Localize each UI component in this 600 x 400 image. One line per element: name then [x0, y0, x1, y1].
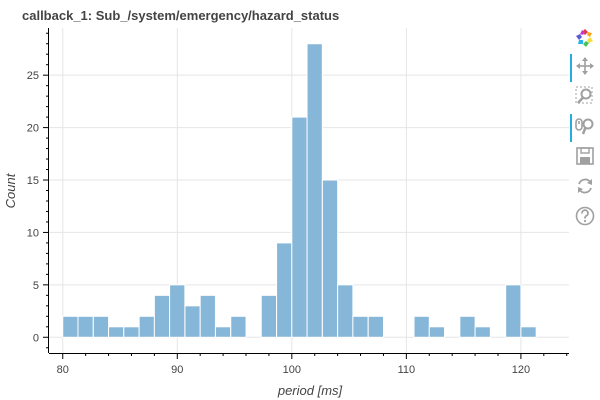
y-tick-label: 15 — [27, 175, 39, 187]
histogram-bar — [520, 326, 537, 338]
pan-tool-icon — [576, 57, 594, 75]
histogram-bar — [138, 315, 155, 338]
chart-title: callback_1: Sub_/system/emergency/hazard… — [22, 8, 339, 23]
histogram-bar — [260, 294, 278, 338]
histogram-bar — [230, 315, 247, 338]
bars — [62, 43, 537, 338]
active-indicator — [570, 54, 572, 82]
y-tick-label: 10 — [27, 227, 39, 239]
histogram-bar — [291, 116, 308, 338]
histogram-bar — [337, 284, 354, 338]
histogram-bar — [199, 294, 216, 338]
bokeh-logo[interactable] — [570, 26, 600, 52]
histogram-bar — [123, 326, 140, 338]
histogram-bar — [505, 284, 522, 338]
histogram-bar — [108, 326, 125, 338]
y-tick-label: 20 — [27, 123, 39, 135]
box-zoom-tool-icon — [575, 86, 593, 104]
y-tick-label: 0 — [33, 332, 39, 344]
active-indicator — [570, 114, 572, 142]
bokeh-logo-icon — [576, 29, 593, 47]
histogram-bar — [169, 284, 186, 338]
histogram-bar — [321, 179, 339, 338]
wheel-zoom-tool[interactable] — [570, 114, 600, 142]
pan-tool[interactable] — [570, 54, 600, 82]
save-tool-icon — [576, 147, 594, 165]
ticks: 80 90 100 110 120 0 5 10 15 20 25 — [27, 32, 568, 376]
help-tool-icon — [575, 206, 595, 226]
reset-tool[interactable] — [570, 174, 600, 200]
histogram-bar — [413, 315, 430, 338]
histogram-bar — [367, 315, 384, 338]
histogram-bar — [352, 315, 369, 338]
y-axis-label: Count — [3, 172, 18, 208]
histogram-bar — [276, 242, 293, 338]
x-tick-label: 100 — [283, 364, 301, 376]
save-tool[interactable] — [570, 144, 600, 170]
histogram-bar — [428, 326, 446, 338]
histogram-bar — [459, 315, 476, 338]
histogram-bar — [184, 305, 201, 338]
histogram-bar — [153, 294, 171, 338]
histogram-bar — [92, 315, 110, 338]
x-tick-label: 110 — [398, 364, 416, 376]
histogram-bar — [306, 43, 323, 338]
box-zoom-tool[interactable] — [570, 84, 600, 110]
x-tick-label: 90 — [171, 364, 183, 376]
x-tick-label: 120 — [512, 364, 530, 376]
histogram-bar — [62, 315, 79, 338]
y-tick-label: 5 — [33, 280, 39, 292]
x-tick-label: 80 — [57, 364, 69, 376]
wheel-zoom-tool-icon — [575, 118, 594, 135]
x-axis-label: period [ms] — [277, 383, 343, 398]
histogram-bar — [77, 315, 94, 338]
help-tool[interactable] — [570, 204, 600, 230]
reset-tool-icon — [578, 178, 592, 194]
y-tick-label: 25 — [27, 70, 39, 82]
histogram-bar — [214, 326, 232, 338]
histogram-bar — [474, 326, 491, 338]
